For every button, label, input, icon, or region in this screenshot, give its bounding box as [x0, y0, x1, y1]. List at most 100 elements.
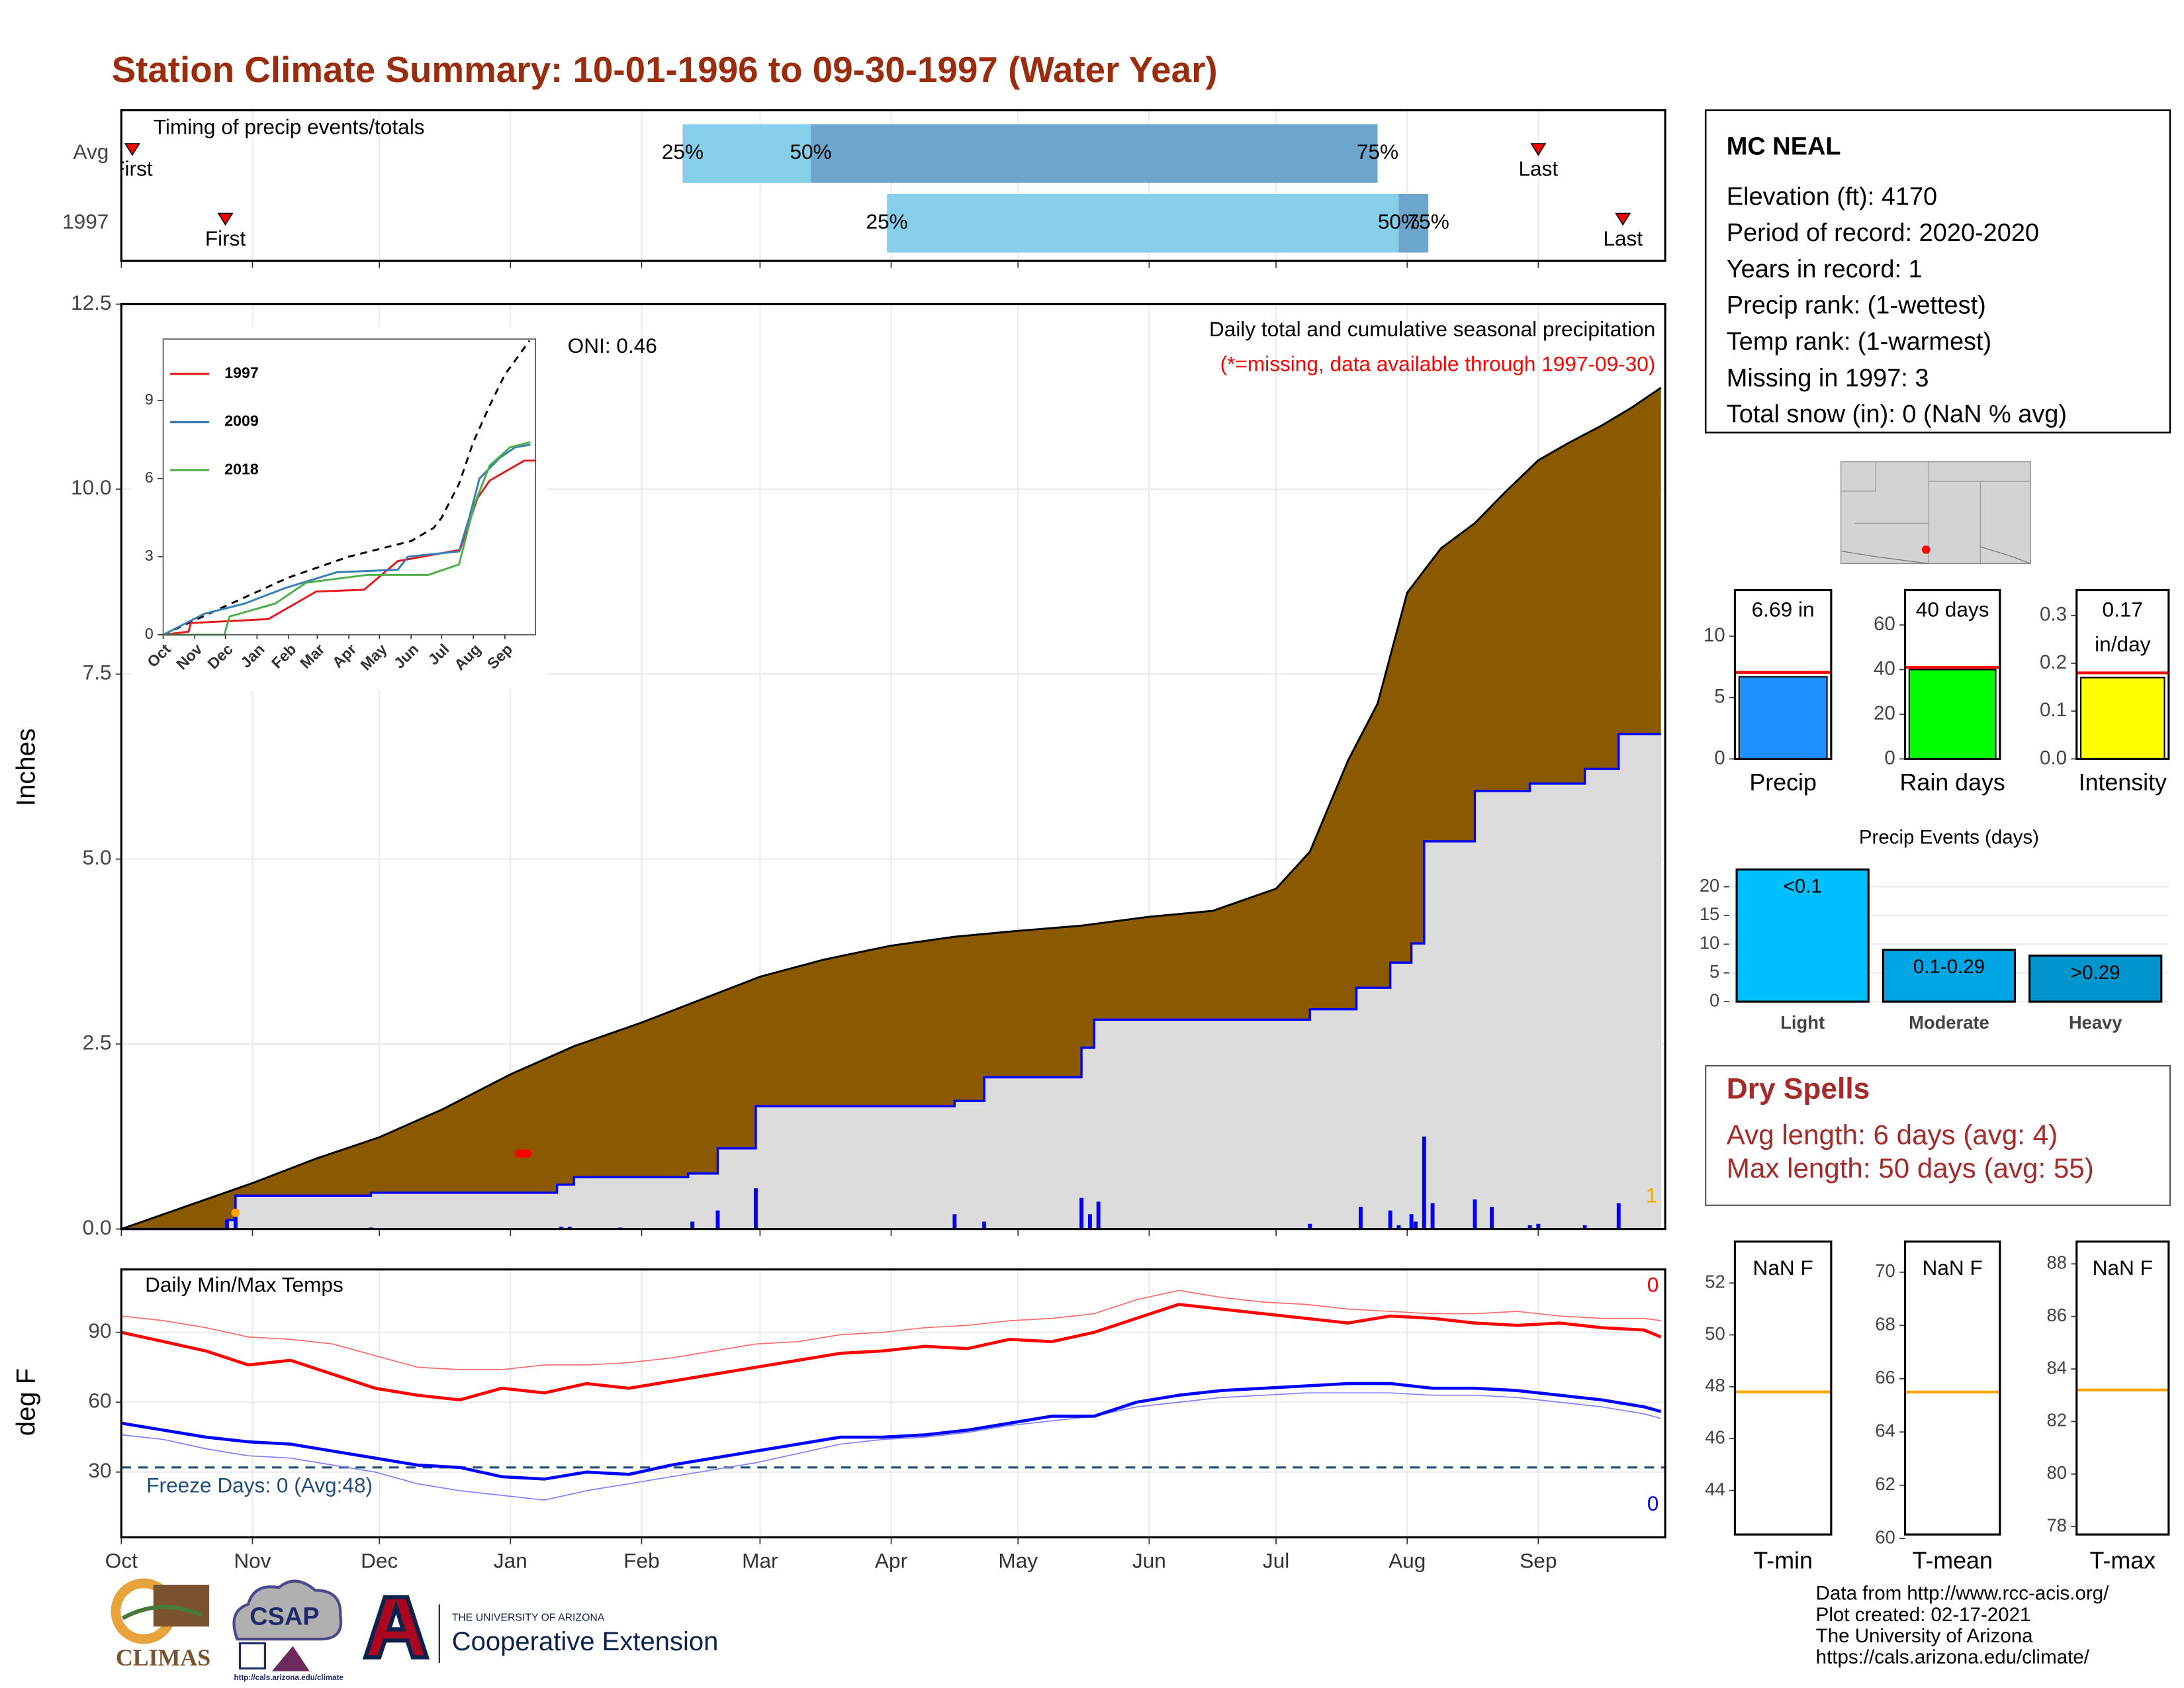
value-label: 40 days: [1915, 598, 1989, 622]
panel-frame: [120, 1268, 1666, 1538]
quartile-bar: [1398, 194, 1429, 253]
daily-bar: [1308, 1223, 1312, 1229]
y-tick-label: 90: [88, 1319, 111, 1342]
dry-spells-line: Avg length: 6 days (avg: 4): [1727, 1119, 2058, 1150]
row-label: 1997: [62, 210, 109, 234]
bar-frame: [1733, 588, 1833, 761]
y-tick-label: 20: [1700, 875, 1719, 896]
y-tick-label: 5.0: [83, 845, 112, 869]
bar-label: <0.1: [1784, 876, 1822, 898]
daily-bar: [1582, 1225, 1587, 1229]
subtitle: (*=missing, data available through 1997-…: [1220, 352, 1656, 376]
marker-point: [523, 1149, 532, 1158]
annotation: ONI: 0.46: [568, 334, 657, 357]
value-label: NaN F: [1753, 1256, 1813, 1280]
chart-title: Precip Events (days): [1859, 826, 2039, 848]
series-line: [121, 1392, 1661, 1501]
y-tick-label: 78: [2047, 1515, 2067, 1535]
y-tick-label: 60: [1874, 613, 1895, 635]
bar: [1738, 676, 1828, 760]
count-label: 1: [1646, 1183, 1658, 1207]
y-tick-label: 12.5: [71, 291, 112, 314]
y-axis-label: Inches: [12, 728, 41, 806]
x-tick-label: Dec: [361, 1549, 398, 1573]
credit-line: The University of Arizona: [1816, 1625, 2034, 1647]
event-label: First: [112, 157, 153, 181]
event-marker: [1530, 143, 1547, 156]
category-label: T-min: [1753, 1548, 1813, 1574]
ua-logo: THE UNIVERSITY OF ARIZONA Cooperative Ex…: [362, 1595, 718, 1663]
daily-bar: [1527, 1225, 1532, 1229]
value-label-box: 6.69 in: [1752, 598, 1815, 622]
station-line: Temp rank: (1-warmest): [1727, 328, 1991, 356]
category-label: T-mean: [1912, 1548, 1992, 1574]
y-tick-label: 50: [1705, 1323, 1725, 1344]
logo-text: THE UNIVERSITY OF ARIZONA: [452, 1613, 605, 1624]
y-tick-label: 10.0: [71, 475, 112, 499]
y-tick-label: 0.1: [2040, 699, 2067, 721]
daily-bar: [1490, 1207, 1494, 1229]
y-tick-label: 64: [1875, 1420, 1895, 1440]
daily-bar: [1414, 1221, 1418, 1229]
station-line: Elevation (ft): 4170: [1727, 183, 1937, 211]
value-label: 0.17 in/day: [2095, 598, 2151, 657]
event-label: Last: [1603, 226, 1643, 250]
x-tick-label: Feb: [623, 1549, 659, 1573]
x-tick-label: Apr: [875, 1549, 907, 1573]
panel-title: Daily Min/Max Temps: [145, 1272, 343, 1296]
count-label: 0: [1647, 1272, 1659, 1296]
y-tick-label: 9: [145, 391, 154, 408]
y-tick-label: 0: [145, 625, 154, 642]
bar-frame: [1903, 588, 2001, 761]
category-label: Light: [1780, 1012, 1825, 1033]
y-tick-label: 66: [1875, 1367, 1895, 1387]
dry-spells-line: Max length: 50 days (avg: 55): [1727, 1152, 2094, 1184]
y-tick-label: 52: [1705, 1271, 1725, 1291]
event-label: Last: [1518, 157, 1558, 181]
bar: [2028, 955, 2163, 1003]
x-tick-label: Sep: [1520, 1549, 1557, 1573]
csap-logo: CSAP http://cals.arizona.edu/climate: [232, 1579, 343, 1682]
dry-spells-title: Dry Spells: [1727, 1073, 1870, 1105]
y-tick-label: 0: [1714, 747, 1725, 769]
logo-text: CLIMAS: [116, 1644, 210, 1671]
legend-label: 2009: [224, 412, 259, 430]
value-label: NaN F: [1923, 1256, 1983, 1280]
marker-point: [231, 1208, 240, 1217]
daily-bar: [1358, 1207, 1363, 1229]
daily-bar: [715, 1210, 720, 1229]
row-label: Avg: [73, 140, 109, 164]
climas-logo: CLIMAS: [111, 1578, 210, 1671]
x-tick-label: Aug: [1388, 1549, 1426, 1573]
series-line: [121, 1289, 1661, 1370]
value-label: NaN F: [2093, 1256, 2153, 1280]
daily-bar: [1409, 1214, 1414, 1229]
bar: [1735, 868, 1870, 1003]
inset-frame: [162, 338, 537, 635]
daily-bar: [559, 1227, 563, 1229]
daily-bar: [1473, 1199, 1477, 1229]
y-tick-label: 5: [1714, 686, 1725, 708]
station-line: Missing in 1997: 3: [1727, 364, 1929, 392]
station-line: Precip rank: (1-wettest): [1727, 292, 1986, 320]
locator-map: [1840, 461, 2031, 565]
category-label: Rain days: [1900, 769, 2005, 796]
legend-label: 1997: [224, 364, 259, 381]
y-tick-label: 68: [1875, 1314, 1895, 1335]
level-frame: [2075, 1240, 2170, 1536]
y-tick-label: 20: [1874, 702, 1895, 724]
station-name: MC NEAL: [1727, 132, 1841, 160]
quartile-label: 75%: [1357, 140, 1398, 164]
y-tick-label: 40: [1874, 657, 1895, 679]
bar-label: 0.1-0.29: [1913, 956, 1985, 978]
daily-bar: [1396, 1225, 1401, 1229]
daily-bar: [1422, 1136, 1426, 1229]
station-line: Total snow (in): 0 (NaN % avg): [1727, 400, 2067, 428]
x-tick-label: Jul: [1263, 1549, 1289, 1573]
inset-bg: [132, 328, 547, 691]
daily-bar: [1079, 1197, 1084, 1229]
credit-line: Plot created: 02-17-2021: [1816, 1604, 2031, 1626]
event-marker: [217, 212, 234, 226]
daily-bar: [1096, 1201, 1101, 1229]
